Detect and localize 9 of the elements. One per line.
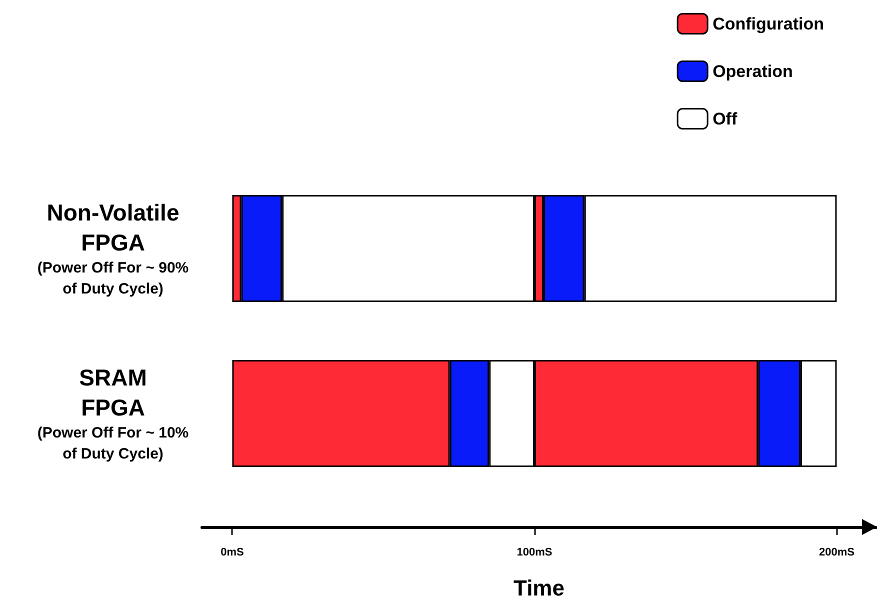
y-tick-label: Non-Volatile FPGA (Power Off For ~ 90% of Duty Cycle) [37, 200, 189, 298]
x-tick-label: 0mS [220, 546, 244, 558]
legend-label: Off [712, 109, 738, 128]
y-tick-label: SRAM FPGA (Power Off For ~ 10% of Duty Cycle) [37, 364, 189, 462]
x-tick-label: 200mS [818, 546, 854, 558]
x-tick-label: 100mS [516, 546, 552, 558]
legend-label: Configuration [712, 14, 824, 34]
x-axis-title: Time [514, 576, 564, 600]
legend-label: Operation [712, 62, 793, 81]
